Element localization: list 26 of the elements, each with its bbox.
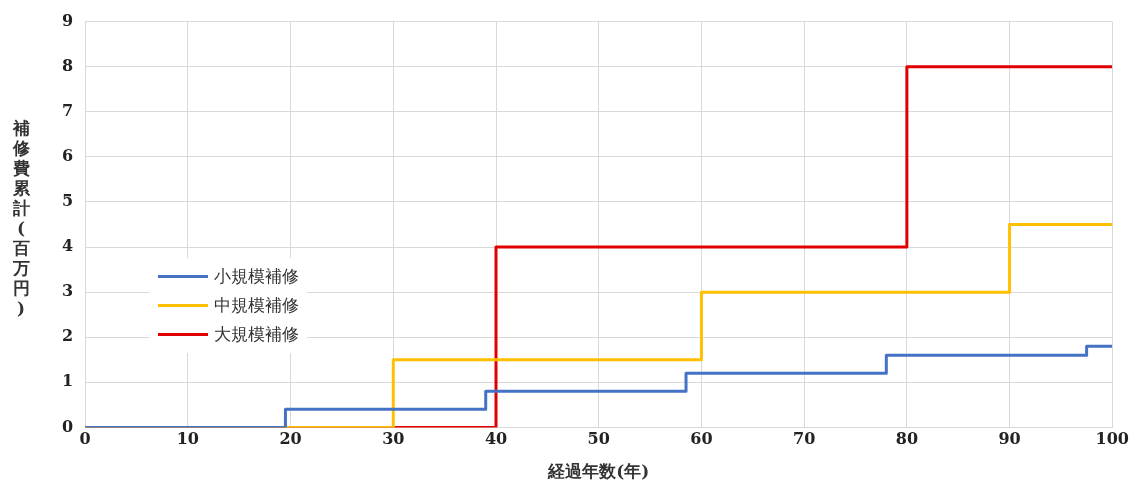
x-tick-label: 100 — [1095, 429, 1129, 449]
x-axis-title: 経過年数(年) — [547, 461, 650, 482]
x-tick-label: 80 — [895, 429, 918, 449]
y-tick-label: 9 — [61, 10, 74, 30]
x-tick-label: 20 — [279, 429, 302, 449]
y-tick-label: 4 — [61, 236, 74, 256]
x-tick-label: 0 — [79, 429, 91, 449]
legend-label: 中規模補修 — [214, 294, 299, 317]
x-tick-label: 10 — [176, 429, 199, 449]
y-tick-label: 6 — [61, 146, 74, 166]
y-tick-label: 7 — [61, 100, 74, 120]
legend-label: 小規模補修 — [214, 265, 299, 288]
x-tick-label: 70 — [793, 429, 816, 449]
y-tick-label: 0 — [61, 416, 74, 436]
y-tick-label: 3 — [61, 281, 74, 301]
x-tick-label: 40 — [484, 429, 508, 449]
y-tick-label: 5 — [61, 191, 74, 211]
y-tick-label: 1 — [61, 371, 74, 391]
y-tick-label: 2 — [61, 326, 74, 346]
text: 補修費累計(百万円) — [12, 118, 30, 318]
x-tick-label: 50 — [587, 429, 610, 449]
x-tick-label: 30 — [382, 429, 405, 449]
y-tick-label: 8 — [61, 55, 74, 75]
legend-label: 大規模補修 — [214, 323, 299, 346]
x-tick-label: 60 — [690, 429, 713, 449]
x-tick-label: 90 — [998, 429, 1021, 449]
